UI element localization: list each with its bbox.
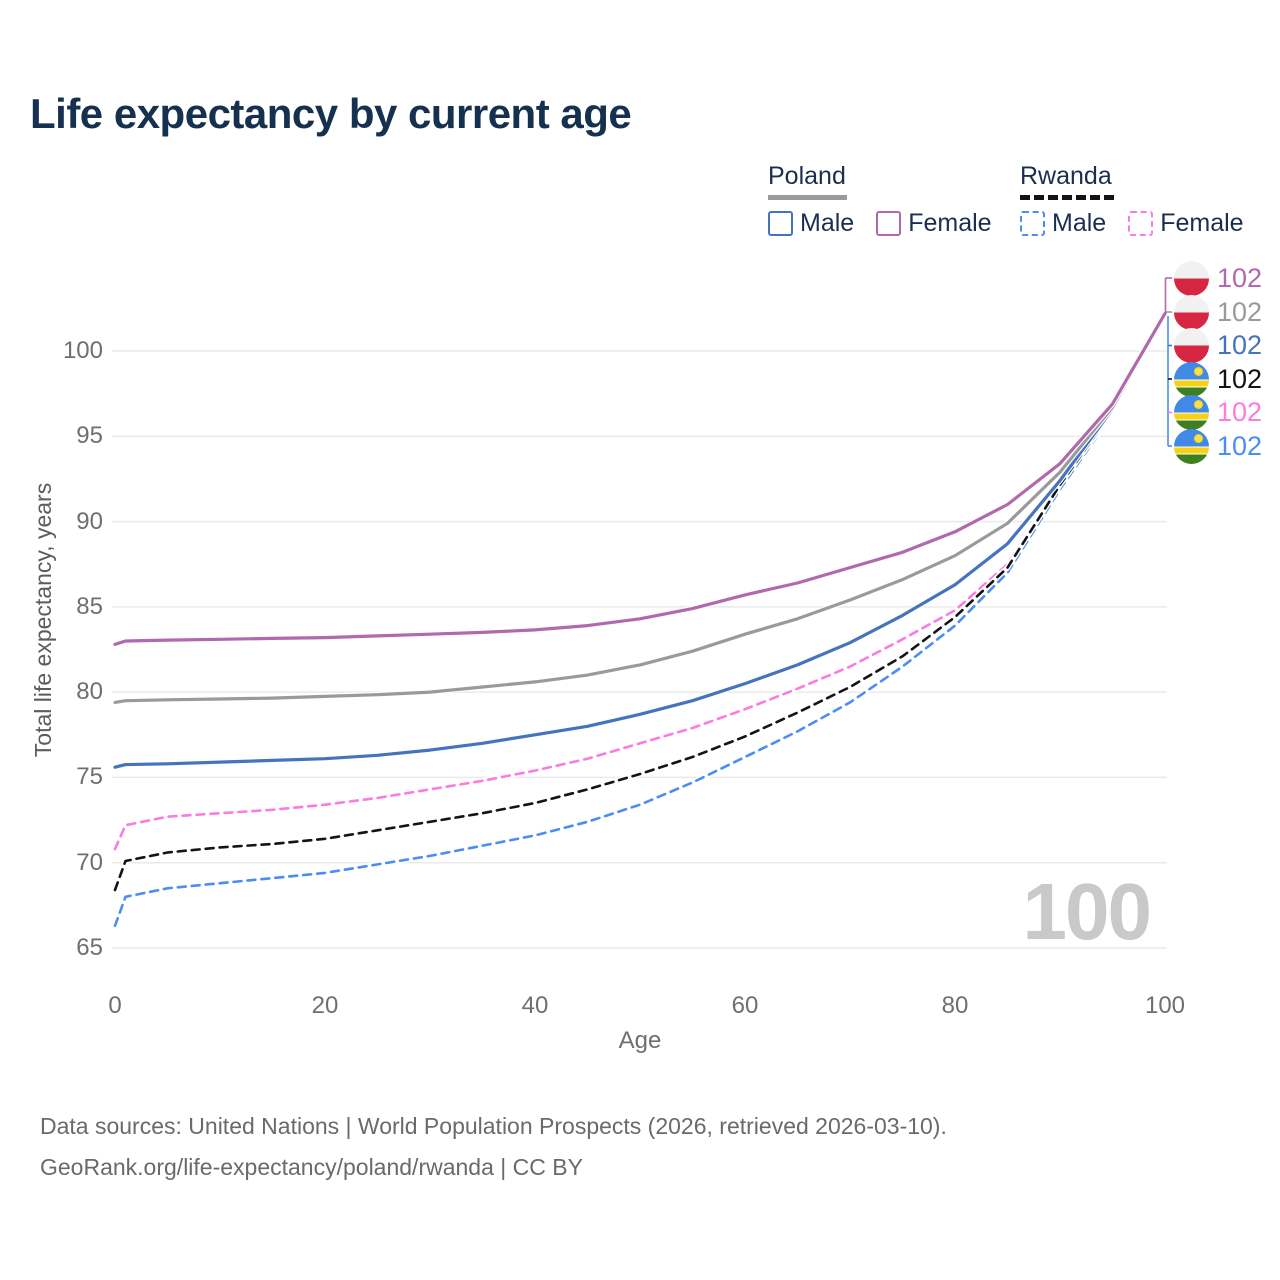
y-tick-label: 100 (62, 337, 103, 364)
y-tick-label: 75 (76, 763, 103, 790)
y-tick-label: 70 (76, 849, 103, 876)
poland-solid-line-swatch (768, 195, 847, 200)
legend-country-poland: Poland (768, 162, 846, 190)
page-title: Life expectancy by current age (30, 90, 632, 137)
end-label-rwanda-male: 102 (1174, 428, 1263, 464)
legend-group-poland: Poland Male Female (768, 162, 992, 238)
rwanda-female-checkbox[interactable] (1128, 211, 1154, 236)
series-line-poland-total[interactable] (113, 311, 1167, 705)
poland-male-checkbox[interactable] (768, 211, 793, 236)
series-line-poland-male[interactable] (113, 311, 1167, 769)
x-tick-label: 60 (731, 992, 759, 1019)
poland-flag-icon (1174, 260, 1209, 296)
y-tick-label: 65 (76, 934, 103, 961)
legend-label-rwanda-male: Male (1052, 209, 1107, 237)
legend-label-poland-female: Female (908, 209, 992, 237)
end-value: 102 (1217, 397, 1263, 427)
x-tick-label: 100 (1144, 992, 1186, 1019)
end-value: 102 (1217, 262, 1263, 293)
x-tick-label: 40 (521, 992, 549, 1019)
legend-item-poland-male: Male (768, 209, 854, 238)
y-tick-label: 80 (76, 678, 103, 705)
series-line-rwanda-total[interactable] (113, 312, 1167, 892)
rwanda-flag-icon (1174, 361, 1209, 397)
end-value: 102 (1217, 296, 1263, 327)
rwanda-sun-icon (1194, 400, 1203, 409)
poland-female-checkbox[interactable] (876, 211, 902, 236)
y-axis-title: Total life expectancy, years (30, 482, 56, 758)
x-axis-title: Age (618, 1027, 662, 1054)
rwanda-male-checkbox[interactable] (1020, 211, 1045, 236)
legend-group-rwanda: Rwanda Male Female (1020, 162, 1244, 238)
footer: Data sources: United Nations | World Pop… (40, 1106, 947, 1188)
end-label-poland-male: 102 (1174, 328, 1262, 363)
end-value: 102 (1217, 363, 1263, 394)
y-tick-label: 85 (76, 593, 103, 620)
rwanda-sun-icon (1194, 366, 1203, 376)
attribution-link-text[interactable]: GeoRank.org/life-expectancy/poland/rwand… (40, 1154, 583, 1180)
poland-flag-icon (1174, 294, 1209, 330)
poland-flag-icon (1174, 328, 1209, 363)
rwanda-flag-icon (1174, 395, 1209, 430)
end-label-poland-female: 102 (1174, 260, 1263, 296)
x-tick-label: 0 (108, 992, 122, 1019)
rwanda-flag-icon (1174, 428, 1209, 464)
x-tick-label: 20 (311, 992, 339, 1019)
rwanda-dashed-line-swatch (1020, 195, 1114, 200)
series-line-rwanda-female[interactable] (113, 312, 1167, 851)
y-axis: 65 70 75 80 85 90 95 100 (0, 0, 103, 1280)
y-tick-label: 90 (76, 508, 103, 535)
series-line-rwanda-male[interactable] (113, 312, 1167, 928)
end-label-rwanda-female: 102 (1174, 395, 1262, 430)
legend-label-poland-male: Male (800, 209, 855, 237)
series-line-poland-female[interactable] (113, 311, 1167, 647)
data-sources-text: Data sources: United Nations | World Pop… (40, 1113, 947, 1139)
end-label-rwanda-total: 102 (1174, 361, 1263, 397)
end-value: 102 (1217, 330, 1263, 360)
legend-label-rwanda-female: Female (1160, 209, 1244, 237)
hovered-age-watermark: 100 (1022, 867, 1152, 956)
legend-item-rwanda-female: Female (1128, 209, 1244, 238)
legend-item-rwanda-male: Male (1020, 209, 1106, 238)
y-tick-label: 95 (76, 422, 103, 449)
x-tick-label: 80 (941, 992, 969, 1019)
end-value: 102 (1217, 430, 1263, 461)
rwanda-sun-icon (1194, 433, 1203, 443)
legend-country-rwanda: Rwanda (1020, 162, 1112, 190)
legend-item-poland-female: Female (876, 209, 992, 238)
end-label-poland-total: 102 (1174, 294, 1263, 330)
